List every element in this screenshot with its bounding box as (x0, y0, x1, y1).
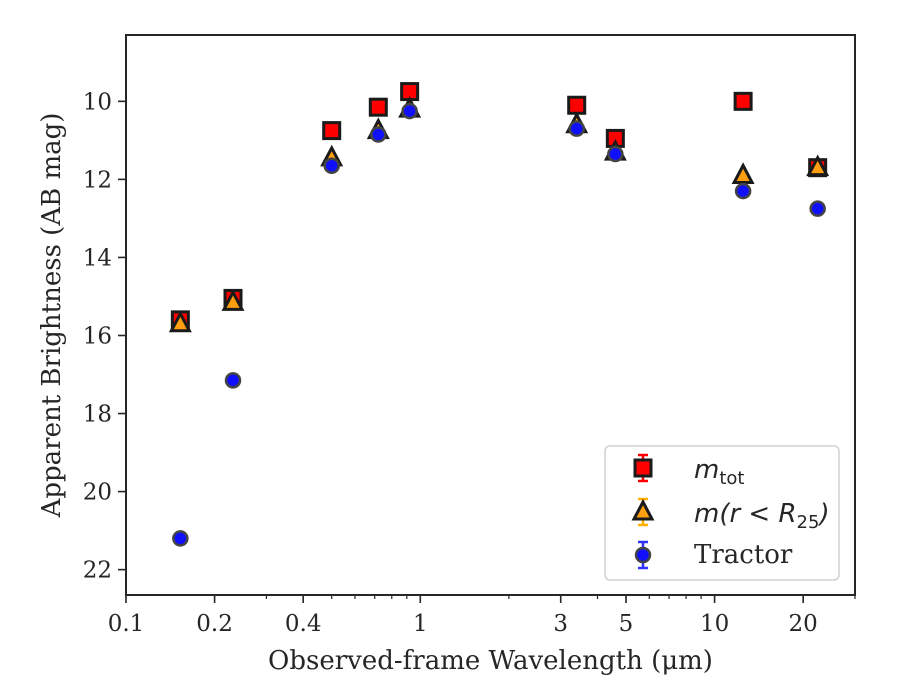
m-r25-point (806, 154, 830, 177)
plot-frame (125, 34, 856, 596)
x-tick-label: 10 (700, 611, 729, 637)
legend-marker-m-r25 (631, 497, 655, 527)
x-tick-label: 3 (553, 611, 568, 637)
x-axis-title: Observed-frame Wavelength (μm) (268, 646, 713, 676)
y-tick-label: 18 (83, 402, 112, 428)
tractor-point (224, 372, 242, 389)
x-tick-label: 1 (413, 611, 428, 637)
ticks-layer: 0.1 0.2 0.4 1 3 5 10 20 10 12 14 16 18 20 22 (83, 89, 856, 637)
legend: mtot m(r < R25) Tractor (604, 445, 840, 581)
legend-box (604, 445, 840, 581)
tractor-point (568, 120, 585, 137)
y-tick-label: 10 (83, 89, 112, 115)
m-tot-point (733, 91, 753, 111)
tractor-point (370, 126, 387, 143)
legend-marker-symbol (631, 498, 655, 521)
legend-marker-symbol (633, 458, 653, 478)
m-tot-point (368, 97, 388, 117)
m-tot-point (567, 95, 587, 115)
y-tick-label: 14 (83, 245, 112, 271)
y-tick-label: 12 (83, 167, 112, 193)
tractor-point (323, 157, 340, 174)
legend-label-m-tot: mtot (694, 455, 744, 489)
m-tot-point (322, 121, 342, 141)
x-tick-label: 5 (619, 611, 634, 637)
x-tick-label: 0.2 (196, 611, 233, 637)
legend-marker-symbol (634, 546, 652, 564)
tractor-point (607, 145, 624, 163)
legend-marker-m-tot (633, 453, 653, 483)
x-tick-label: 0.1 (108, 611, 145, 637)
points-layer (168, 82, 830, 547)
tractor-point (172, 530, 189, 547)
tractor-point (401, 102, 418, 120)
tractor-point (809, 200, 826, 217)
y-tick-label: 22 (83, 558, 112, 584)
legend-marker-tractor (634, 540, 652, 570)
legend-label-m-r25: m(r < R25) (694, 499, 830, 533)
m-r25-point (168, 310, 192, 333)
y-tick-label: 20 (83, 480, 112, 506)
m-r25-point (221, 289, 245, 311)
y-tick-label: 16 (83, 323, 112, 349)
tractor-point (734, 182, 752, 200)
legend-label-tractor: Tractor (694, 540, 793, 570)
m-r25-point (731, 162, 755, 184)
x-tick-label: 0.4 (285, 611, 322, 637)
y-axis-title: Apparent Brightness (AB mag) (37, 113, 67, 519)
x-tick-label: 20 (789, 611, 818, 637)
